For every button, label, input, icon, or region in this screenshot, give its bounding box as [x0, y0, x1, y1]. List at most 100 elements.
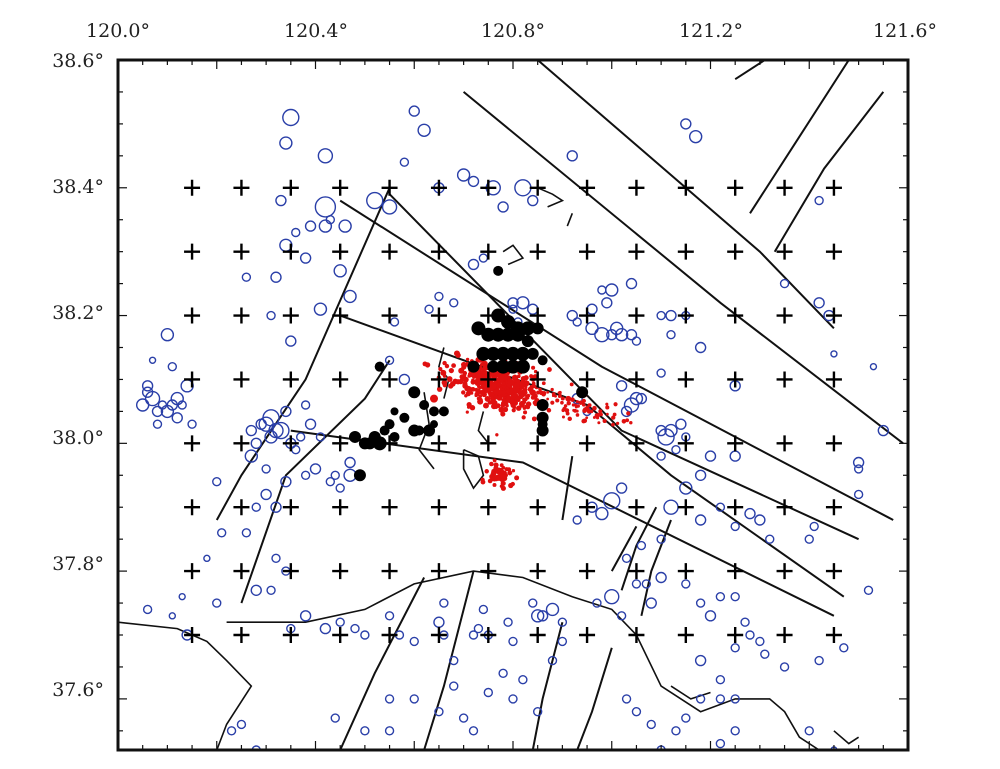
swarm-earthquake: [566, 408, 570, 412]
background-earthquake: [694, 514, 707, 526]
grid-node-cross: [480, 243, 497, 260]
background-earthquake: [168, 612, 177, 620]
swarm-earthquake: [481, 374, 487, 379]
background-earthquake: [458, 713, 469, 723]
swarm-earthquake: [566, 400, 571, 406]
x-tick-label: 120.8°: [481, 20, 545, 42]
background-earthquake: [160, 328, 175, 342]
swarm-earthquake: [495, 476, 500, 481]
grid-node-cross: [184, 179, 201, 196]
background-earthquake: [625, 329, 638, 341]
grid-node-cross: [727, 371, 744, 388]
background-earthquake: [449, 298, 459, 308]
swarm-earthquake: [465, 410, 469, 414]
swarm-earthquake: [522, 390, 528, 396]
y-tick-label: 38.2°: [52, 302, 104, 324]
grid-node-cross: [579, 627, 596, 643]
background-earthquake: [656, 368, 666, 378]
swarm-earthquake: [575, 400, 579, 404]
x-tick-label: 120.0°: [86, 20, 150, 42]
background-earthquake: [779, 278, 790, 289]
background-earthquake: [615, 380, 628, 392]
background-earthquake: [694, 469, 707, 481]
grid-node-cross: [825, 371, 842, 388]
swarm-earthquake: [546, 390, 550, 394]
swarm-earthquake: [483, 402, 489, 409]
swarm-earthquake: [550, 387, 554, 392]
background-earthquake: [266, 310, 276, 321]
grid-node-cross: [381, 499, 398, 516]
large-earthquake: [531, 322, 544, 335]
swarm-earthquake: [474, 387, 479, 392]
background-earthquake: [467, 258, 480, 271]
swarm-earthquake: [546, 397, 550, 401]
background-earthquake: [325, 476, 336, 487]
large-earthquake: [506, 359, 520, 374]
background-earthquake: [604, 588, 620, 605]
grid-node-cross: [677, 307, 694, 324]
background-earthquake: [730, 643, 740, 653]
background-earthquake: [814, 195, 824, 206]
swarm-earthquake: [560, 400, 564, 405]
y-tick-label: 37.8°: [52, 553, 104, 575]
grid-node-cross: [480, 179, 497, 196]
background-earthquake: [655, 571, 667, 584]
fault-line: [339, 314, 845, 598]
background-earthquake: [656, 310, 666, 321]
grid-node-cross: [381, 435, 398, 452]
background-earthquake: [295, 432, 306, 442]
background-earthquake: [664, 423, 678, 438]
swarm-earthquake: [524, 385, 528, 389]
background-earthquake: [754, 514, 766, 526]
grid-node-cross: [677, 627, 694, 643]
swarm-earthquake: [551, 394, 555, 398]
grid-node-cross: [529, 243, 546, 260]
background-earthquake: [261, 464, 271, 474]
grid-node-cross: [677, 371, 694, 388]
background-earthquake: [473, 623, 484, 634]
background-earthquake: [765, 534, 775, 544]
background-earthquake: [704, 610, 717, 622]
background-earthquake: [869, 362, 878, 371]
swarm-earthquake: [482, 365, 488, 371]
swarm-earthquake: [563, 404, 568, 408]
swarm-earthquake: [592, 405, 597, 411]
grid-node-cross: [381, 627, 398, 643]
background-earthquake: [148, 356, 157, 364]
x-tick-label: 121.2°: [679, 20, 743, 42]
grid-node-cross: [282, 307, 299, 324]
grid-node-cross: [579, 371, 596, 388]
grid-node-cross: [332, 371, 349, 388]
background-earthquake: [300, 400, 311, 410]
background-earthquake: [266, 585, 276, 595]
grid-node-cross: [825, 499, 842, 516]
background-earthquake: [671, 445, 681, 455]
background-earthquake: [681, 713, 691, 723]
background-earthquake: [157, 400, 168, 410]
large-earthquake: [506, 346, 520, 361]
swarm-earthquake: [465, 357, 470, 362]
background-earthquake: [467, 175, 480, 188]
grid-node-cross: [184, 243, 201, 260]
swarm-earthquake: [451, 363, 456, 368]
grid-node-cross: [381, 371, 398, 388]
swarm-earthquake: [582, 408, 587, 414]
background-earthquake: [755, 636, 765, 647]
swarm-earthquake: [621, 418, 627, 424]
background-earthquake: [241, 528, 252, 538]
background-earthquake: [566, 150, 578, 162]
swarm-earthquake: [476, 396, 481, 401]
large-earthquake: [374, 361, 385, 372]
swarm-earthquake: [531, 416, 537, 422]
swarm-earthquake: [436, 386, 443, 392]
background-earthquake: [572, 515, 582, 525]
background-earthquake: [813, 297, 825, 309]
background-earthquake: [434, 706, 444, 717]
swarm-earthquake: [546, 408, 552, 413]
background-earthquake: [279, 136, 293, 150]
swarm-earthquake: [512, 405, 517, 410]
grid-node-cross: [332, 435, 349, 452]
fault-line: [388, 193, 860, 541]
background-earthquake: [384, 611, 395, 621]
